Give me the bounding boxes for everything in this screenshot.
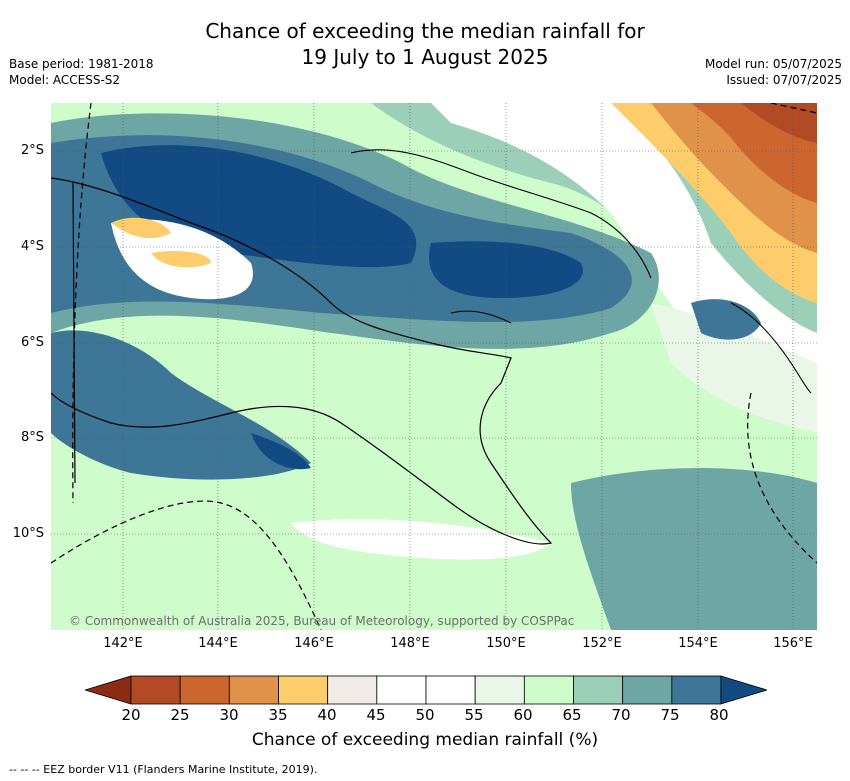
colorbar-tick-50: 50 [415, 706, 435, 724]
copyright-notice: © Commonwealth of Australia 2025, Bureau… [69, 614, 575, 628]
contour-50-south [291, 519, 551, 560]
colorbar-tick-80: 80 [709, 706, 729, 724]
colorbar-tick-20: 20 [121, 706, 141, 724]
colorbar-title: Chance of exceeding median rainfall (%) [251, 730, 599, 750]
colorbar-cell-9 [523, 675, 574, 705]
colorbar-cell-7 [425, 675, 476, 705]
lon-label-150e: 150°E [486, 636, 526, 651]
lon-label-144e: 144°E [198, 636, 238, 651]
colorbar-extend-high [720, 675, 767, 705]
contour-55-east [651, 303, 817, 433]
eez-border-south [51, 500, 322, 630]
colorbar [85, 675, 767, 705]
lat-label-6s: 6°S [20, 335, 44, 350]
meta-right: Model run: 05/07/2025 Issued: 07/07/2025 [705, 56, 842, 88]
colorbar-tick-75: 75 [660, 706, 680, 724]
contour-75-west [51, 330, 311, 480]
colorbar-cell-11 [622, 675, 673, 705]
colorbar-cell-4 [278, 675, 329, 705]
lat-label-2s: 2°S [20, 143, 44, 158]
contour-65-south [51, 500, 551, 630]
colorbar-tick-60: 60 [513, 706, 533, 724]
colorbar-cell-8 [474, 675, 525, 705]
colorbar-tick-65: 65 [562, 706, 582, 724]
colorbar-tick-35: 35 [268, 706, 288, 724]
colorbar-tick-55: 55 [464, 706, 484, 724]
colorbar-cell-12 [671, 675, 722, 705]
contour-75-east [691, 299, 761, 340]
contour-80-central [429, 241, 583, 298]
eez-border-northeast [770, 103, 817, 114]
meta-left: Base period: 1981-2018 Model: ACCESS-S2 [9, 56, 154, 88]
lon-label-142e: 142°E [103, 636, 143, 651]
model-name: Model: ACCESS-S2 [9, 73, 121, 87]
lat-label-10s: 10°S [12, 526, 44, 541]
lon-label-148e: 148°E [390, 636, 430, 651]
colorbar-tick-25: 25 [170, 706, 190, 724]
colorbar-tick-40: 40 [317, 706, 337, 724]
lon-label-146e: 146°E [294, 636, 334, 651]
colorbar-tick-30: 30 [219, 706, 239, 724]
colorbar-cells [85, 675, 767, 705]
colorbar-cell-10 [573, 675, 624, 705]
eez-legend: -- -- -- EEZ border V11 (Flanders Marine… [9, 763, 318, 776]
contour-35-west [111, 217, 171, 239]
coastline-bougainville [730, 302, 812, 394]
coastline-new-guinea [51, 177, 553, 545]
coastline-island [450, 310, 512, 324]
graticule [51, 103, 817, 630]
lon-label-154e: 154°E [678, 636, 718, 651]
contour-80-southwest [251, 433, 311, 470]
lat-label-4s: 4°S [20, 239, 44, 254]
lon-label-152e: 152°E [582, 636, 622, 651]
colorbar-tick-70: 70 [611, 706, 631, 724]
issued-date: Issued: 07/07/2025 [726, 73, 842, 87]
eez-border-east [747, 392, 817, 564]
contour-70-southeast [571, 468, 817, 630]
colorbar-tick-45: 45 [366, 706, 386, 724]
colorbar-cell-2 [179, 675, 230, 705]
coastline-new-britain [350, 149, 652, 279]
title-line-1: Chance of exceeding the median rainfall … [205, 19, 645, 43]
colorbar-cell-5 [327, 675, 378, 705]
colorbar-cell-6 [376, 675, 427, 705]
base-period: Base period: 1981-2018 [9, 57, 154, 71]
chart-title: Chance of exceeding the median rainfall … [0, 18, 850, 70]
contour-20-northeast [741, 103, 817, 143]
colorbar-cell-1 [130, 675, 181, 705]
contour-35-highlands [151, 251, 211, 268]
lon-label-156e: 156°E [773, 636, 813, 651]
map-canvas [51, 103, 817, 630]
model-run: Model run: 05/07/2025 [704, 57, 842, 71]
colorbar-extend-low [85, 675, 132, 705]
colorbar-cell-3 [228, 675, 279, 705]
title-line-2: 19 July to 1 August 2025 [301, 45, 549, 69]
eez-border-west [72, 103, 92, 504]
lat-label-8s: 8°S [20, 430, 44, 445]
rainfall-map [51, 103, 817, 630]
